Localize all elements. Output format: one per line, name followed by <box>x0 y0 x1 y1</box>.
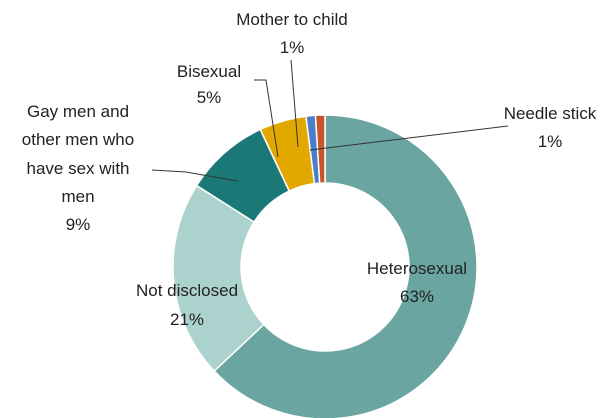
leader-line-msm <box>151 169 238 182</box>
leader-line-needle-stick <box>309 125 509 151</box>
label-heterosexual-value: 63% <box>400 287 434 306</box>
label-mother-to-child-value: 1% <box>280 38 305 57</box>
label-heterosexual-name: Heterosexual <box>367 259 467 278</box>
label-not-disclosed-value: 21% <box>170 310 204 329</box>
leader-line-mother-to-child <box>290 59 299 148</box>
label-not-disclosed-name: Not disclosed <box>136 281 238 300</box>
label-bisexual-name: Bisexual <box>177 62 241 81</box>
label-msm-value: 9% <box>66 215 91 234</box>
leader-lines <box>151 59 509 182</box>
label-mother-to-child-name: Mother to child <box>236 10 348 29</box>
slice-heterosexual <box>213 114 478 418</box>
label-msm-line-2: other men who <box>22 130 134 149</box>
label-needle-stick-name: Needle stick <box>504 104 597 123</box>
label-needle-stick-value: 1% <box>538 132 563 151</box>
label-msm-line-1: Gay men and <box>27 102 129 121</box>
leader-line-bisexual <box>254 79 279 158</box>
slices-group <box>172 114 478 418</box>
label-msm-line-4: men <box>61 187 94 206</box>
label-msm-line-3: have sex with <box>27 159 130 178</box>
label-bisexual-value: 5% <box>197 88 222 107</box>
slice-not-disclosed <box>172 184 265 373</box>
